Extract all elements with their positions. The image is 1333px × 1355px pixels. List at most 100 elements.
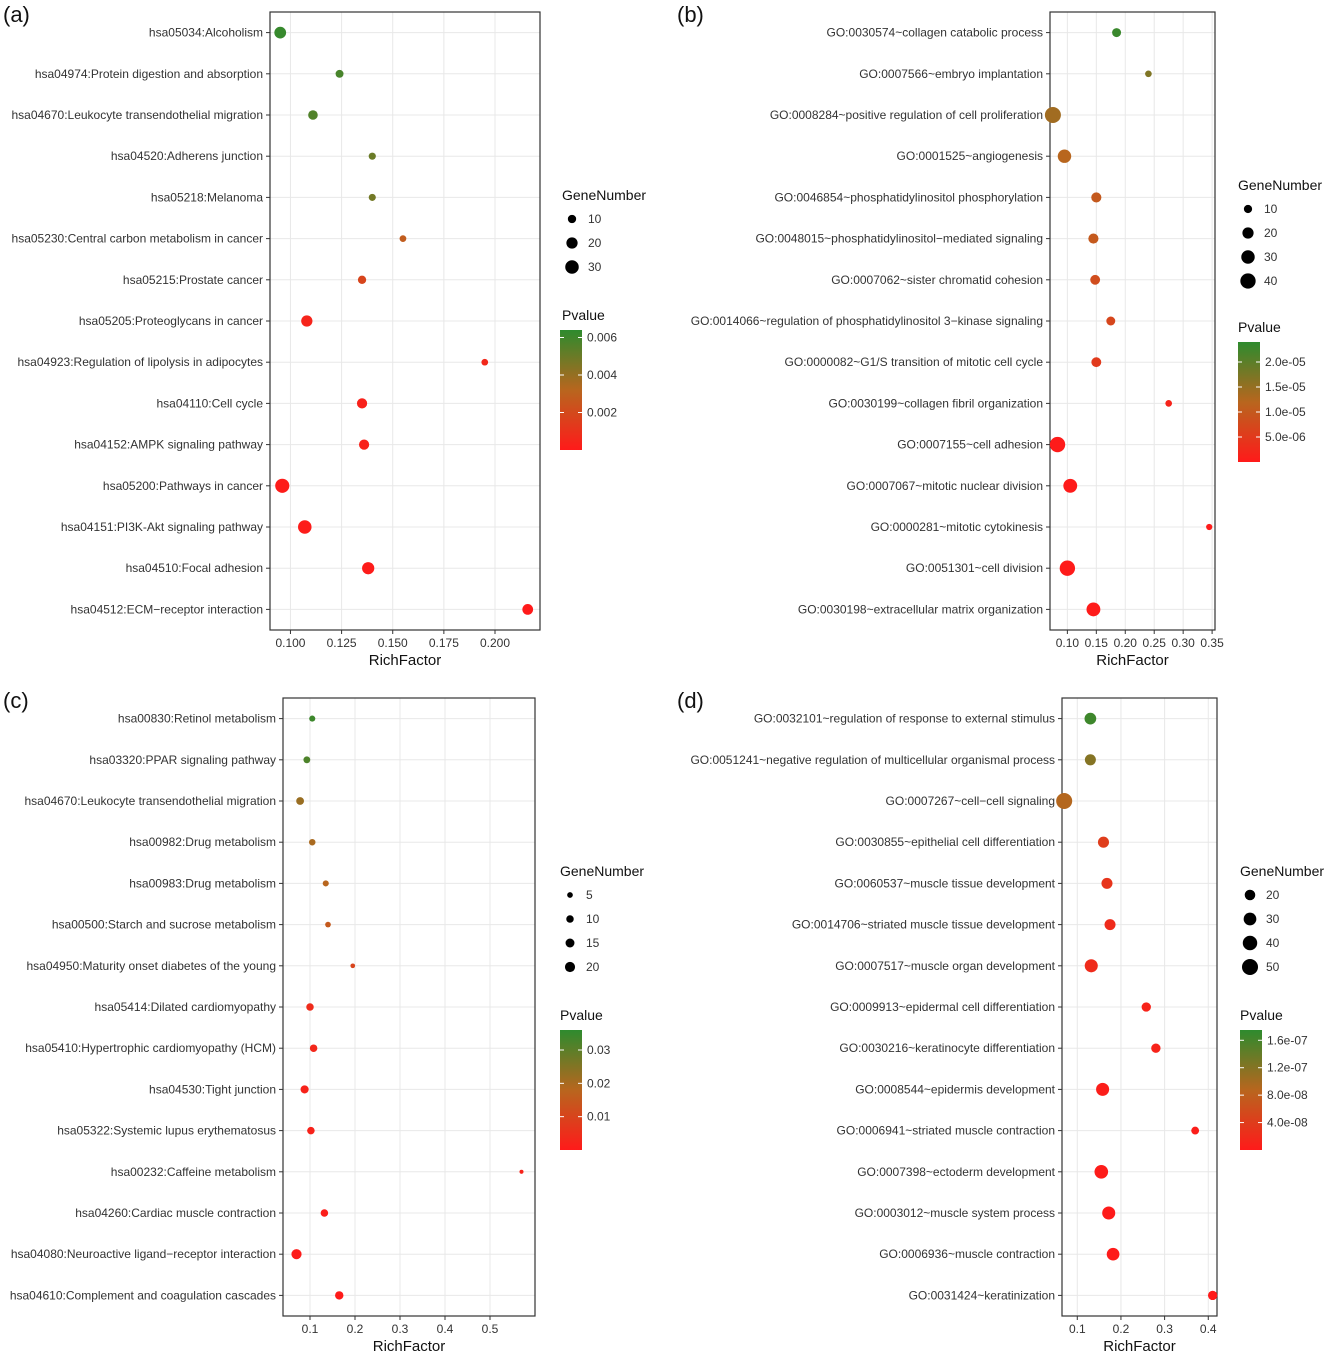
data-point (1207, 1290, 1218, 1301)
data-point (1049, 436, 1066, 453)
color-tick-label: 2.0e-05 (1265, 355, 1306, 369)
size-legend-label: 30 (1264, 250, 1278, 264)
data-point (301, 315, 313, 327)
x-tick-label: 0.2 (1113, 1322, 1130, 1336)
color-tick-label: 0.006 (587, 331, 617, 345)
y-tick-label: hsa04080:Neuroactive ligand−receptor int… (11, 1247, 276, 1261)
color-tick-label: 1.2e-07 (1267, 1061, 1308, 1075)
data-point (325, 921, 331, 928)
data-point (307, 1126, 315, 1135)
size-legend-label: 30 (1266, 912, 1280, 926)
color-tick-label: 1.0e-05 (1265, 405, 1306, 419)
y-tick-label: GO:0007267~cell−cell signaling (886, 794, 1055, 808)
data-point (399, 235, 407, 242)
x-tick-label: 0.3 (1156, 1322, 1173, 1336)
x-tick-label: 0.10 (1056, 636, 1080, 650)
panel-b: (b) 0.10 0.15 0.20 0.25 0.30 0.35 RichFactor GO:… (677, 2, 1322, 669)
data-point (1102, 1206, 1116, 1220)
panel-label: (b) (677, 2, 704, 27)
y-tick-label: GO:0008284~positive regulation of cell p… (770, 108, 1043, 122)
data-point (275, 478, 290, 493)
y-tick-label: GO:0000281~mitotic cytokinesis (871, 520, 1043, 534)
x-axis-title: RichFactor (373, 1338, 446, 1355)
y-tick-label: GO:0046854~phosphatidylinositol phosphor… (774, 190, 1043, 204)
color-legend-title: Pvalue (1240, 1007, 1283, 1023)
data-point (303, 756, 311, 764)
data-point (1084, 754, 1096, 766)
color-tick-label: 1.6e-07 (1267, 1033, 1308, 1047)
color-tick-label: 8.0e-08 (1267, 1088, 1308, 1102)
data-point (1091, 357, 1102, 368)
y-tick-label: GO:0060537~muscle tissue development (835, 876, 1056, 890)
data-point (309, 838, 316, 846)
data-point (1097, 836, 1109, 848)
y-tick-label: GO:0003012~muscle system process (855, 1206, 1055, 1220)
y-tick-label: hsa05414:Dilated cardiomyopathy (95, 1000, 276, 1014)
y-tick-label: hsa04260:Cardiac muscle contraction (75, 1206, 276, 1220)
y-tick-label: hsa00232:Caffeine metabolism (111, 1165, 276, 1179)
data-point (291, 1249, 302, 1260)
y-tick-label: GO:0051241~negative regulation of multic… (690, 753, 1055, 767)
y-tick-label: GO:0030199~collagen fibril organization (829, 396, 1043, 410)
size-legend-label: 20 (586, 960, 600, 974)
size-legend-dot (566, 237, 578, 249)
size-legend-label: 20 (1264, 226, 1278, 240)
data-point (1086, 602, 1101, 617)
y-tick-label: hsa04923:Regulation of lipolysis in adip… (18, 355, 264, 369)
y-tick-label: GO:0007155~cell adhesion (897, 438, 1043, 452)
x-tick-label: 0.125 (327, 636, 357, 650)
y-tick-label: hsa04610:Complement and coagulation casc… (10, 1288, 276, 1302)
data-point (356, 398, 368, 409)
size-legend-title: GeneNumber (560, 863, 644, 879)
data-point (335, 1291, 344, 1300)
size-legend-dot (567, 892, 573, 898)
size-legend-dot (565, 260, 579, 274)
color-tick-label: 0.002 (587, 406, 617, 420)
color-legend-title: Pvalue (562, 307, 605, 323)
size-legend-label: 15 (586, 936, 600, 950)
y-tick-label: hsa04152:AMPK signaling pathway (74, 438, 263, 452)
x-tick-label: 0.3 (392, 1322, 409, 1336)
data-point (368, 193, 376, 201)
size-legend-dot (1242, 935, 1258, 951)
color-bar (560, 1030, 582, 1150)
data-point (1165, 400, 1173, 407)
y-tick-label: GO:0009913~epidermal cell differentiatio… (830, 1000, 1055, 1014)
color-tick-label: 4.0e-08 (1267, 1116, 1308, 1130)
size-legend-dot (1241, 958, 1259, 976)
data-point (362, 562, 375, 575)
size-legend-dot (1244, 889, 1256, 901)
data-point (1206, 523, 1213, 531)
x-tick-label: 0.150 (378, 636, 408, 650)
y-tick-label: GO:0007517~muscle organ development (835, 959, 1055, 973)
size-legend-dot (1243, 912, 1257, 926)
data-point (1104, 919, 1116, 931)
data-point (1091, 192, 1102, 203)
y-tick-label: hsa05410:Hypertrophic cardiomyopathy (HC… (25, 1041, 276, 1055)
y-tick-label: GO:0032101~regulation of response to ext… (754, 712, 1055, 726)
data-point (1084, 959, 1098, 973)
data-point (1145, 70, 1152, 78)
y-tick-label: hsa04670:Leukocyte transendothelial migr… (11, 108, 263, 122)
color-legend-title: Pvalue (560, 1007, 603, 1023)
y-tick-label: GO:0051301~cell division (906, 561, 1043, 575)
y-tick-label: GO:0014706~striated muscle tissue develo… (792, 918, 1056, 932)
data-point (481, 358, 489, 366)
y-tick-label: GO:0031424~keratinization (909, 1288, 1055, 1302)
data-point (519, 1169, 524, 1174)
x-tick-label: 0.25 (1143, 636, 1167, 650)
y-tick-label: GO:0048015~phosphatidylinositol−mediated… (755, 232, 1043, 246)
data-point (1112, 28, 1122, 38)
color-tick-label: 5.0e-06 (1265, 430, 1306, 444)
y-tick-label: GO:0007062~sister chromatid cohesion (831, 273, 1043, 287)
y-tick-label: GO:0007398~ectoderm development (857, 1165, 1055, 1179)
size-legend-label: 40 (1264, 274, 1278, 288)
color-tick-label: 0.03 (587, 1043, 611, 1057)
color-tick-label: 0.02 (587, 1076, 611, 1090)
x-tick-label: 0.1 (302, 1322, 319, 1336)
y-tick-label: hsa04510:Focal adhesion (126, 561, 263, 575)
x-tick-label: 0.4 (1200, 1322, 1217, 1336)
size-legend-label: 10 (588, 212, 602, 226)
data-point (274, 26, 287, 39)
y-tick-label: GO:0006936~muscle contraction (879, 1247, 1055, 1261)
